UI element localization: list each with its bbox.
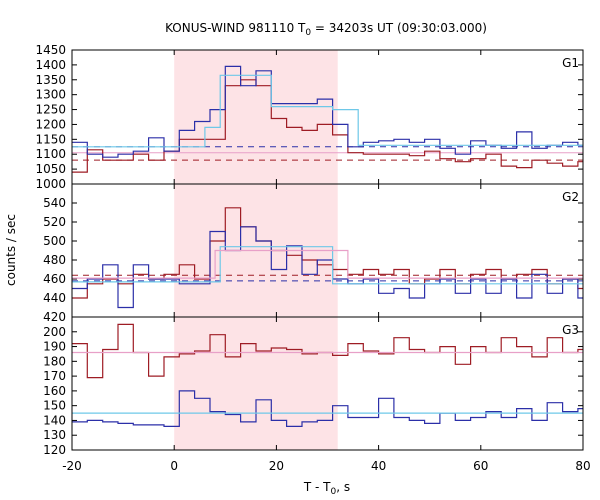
- y-tick-label: 1300: [35, 88, 66, 102]
- labels-group: 1000105011001150120012501300135014001450…: [35, 43, 590, 473]
- y-tick-label: 1450: [35, 43, 66, 57]
- y-tick-label: 440: [43, 291, 66, 305]
- y-tick-label: 1350: [35, 73, 66, 87]
- series-red-g3: [72, 323, 583, 379]
- y-tick-label: 520: [43, 215, 66, 229]
- y-tick-label: 1250: [35, 103, 66, 117]
- y-tick-label: 500: [43, 234, 66, 248]
- y-tick-label: 480: [43, 253, 66, 267]
- y-tick-label: 540: [43, 196, 66, 210]
- y-tick-label: 420: [43, 310, 66, 324]
- y-tick-label: 190: [43, 340, 66, 354]
- y-tick-label: 170: [43, 369, 66, 383]
- series-group: [72, 65, 583, 427]
- x-tick-label: 20: [269, 459, 284, 473]
- chart-title: KONUS-WIND 981110 T0 = 34203s UT (09:30:…: [165, 21, 487, 38]
- panel-frames: [71, 49, 584, 451]
- x-tick-label: -20: [62, 459, 82, 473]
- series-red-g1: [72, 79, 583, 173]
- x-tick-label: 0: [170, 459, 178, 473]
- y-tick-label: 200: [43, 325, 66, 339]
- series-blue-g2: [72, 226, 583, 309]
- highlight-band-g3: [174, 317, 338, 450]
- y-tick-label: 180: [43, 354, 66, 368]
- panel-frame-g3: [71, 316, 584, 451]
- y-tick-label: 1200: [35, 117, 66, 131]
- series-blue-g1: [72, 65, 583, 158]
- panel-label-g1: G1: [562, 56, 579, 70]
- axes-group: [71, 49, 584, 451]
- x-axis-label: T - T0, s: [303, 480, 350, 497]
- y-tick-label: 1400: [35, 58, 66, 72]
- y-tick-label: 460: [43, 272, 66, 286]
- series-lightblue-g2: [72, 246, 583, 285]
- y-tick-label: 1050: [35, 162, 66, 176]
- y-tick-label: 1000: [35, 177, 66, 191]
- y-tick-label: 150: [43, 399, 66, 413]
- y-tick-label: 120: [43, 443, 66, 457]
- x-tick-label: 80: [575, 459, 590, 473]
- y-axis-label: counts / sec: [4, 214, 18, 286]
- y-tick-label: 1100: [35, 147, 66, 161]
- y-tick-label: 160: [43, 384, 66, 398]
- highlight-band-g1: [174, 50, 338, 184]
- panel-label-g3: G3: [562, 323, 579, 337]
- y-tick-label: 1150: [35, 132, 66, 146]
- y-tick-label: 130: [43, 428, 66, 442]
- series-lightblue-g1: [72, 74, 583, 148]
- panel-label-g2: G2: [562, 190, 579, 204]
- x-tick-label: 60: [473, 459, 488, 473]
- series-pink-g2: [72, 249, 583, 279]
- y-tick-label: 140: [43, 413, 66, 427]
- x-tick-label: 40: [371, 459, 386, 473]
